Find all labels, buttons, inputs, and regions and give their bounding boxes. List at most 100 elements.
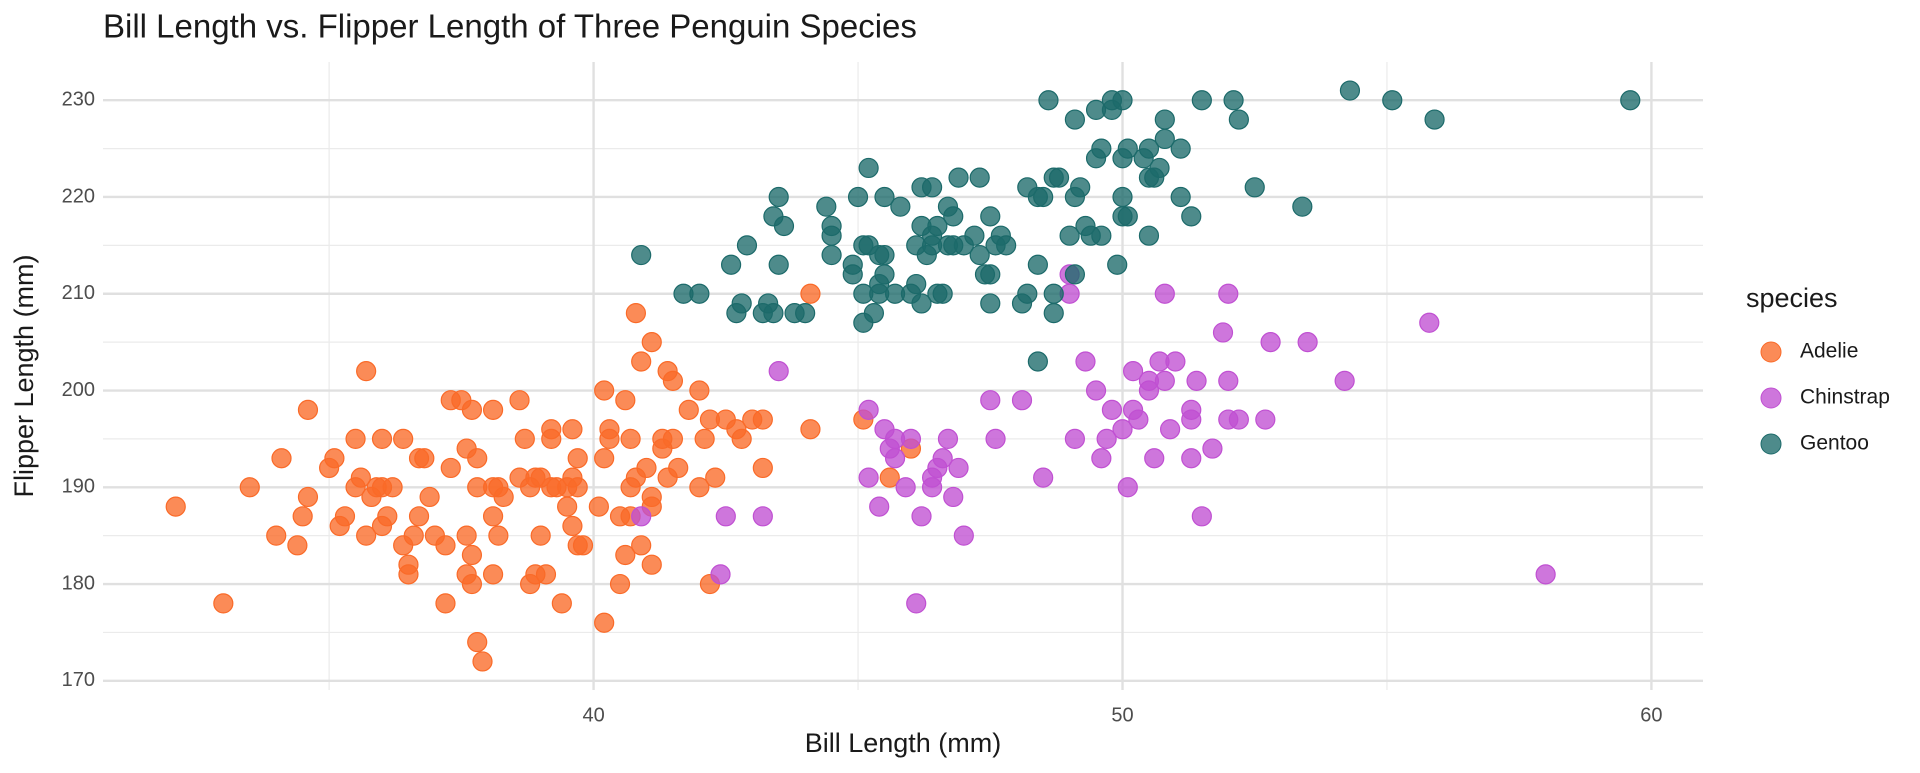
point (1223, 90, 1244, 111)
point (594, 612, 615, 633)
point (911, 506, 932, 527)
point (980, 206, 1001, 227)
y-tick-label: 210 (62, 282, 95, 304)
point (768, 361, 789, 382)
point (1101, 399, 1123, 420)
point (1334, 370, 1355, 391)
point (752, 457, 773, 479)
point (763, 303, 784, 324)
point (1064, 264, 1086, 285)
point (710, 564, 731, 585)
point (493, 486, 514, 508)
point (472, 651, 493, 672)
point (567, 477, 588, 498)
point (393, 428, 414, 449)
point (1091, 225, 1112, 246)
point (1181, 448, 1202, 469)
point (1535, 564, 1556, 585)
point (271, 448, 292, 469)
point (567, 448, 588, 469)
point (1218, 283, 1239, 304)
point (1138, 138, 1160, 159)
point (816, 196, 837, 217)
point (324, 448, 345, 469)
point (1122, 361, 1144, 382)
point (1064, 109, 1086, 130)
point (874, 264, 895, 285)
point (1038, 90, 1059, 111)
point (1091, 448, 1112, 469)
point (1027, 254, 1048, 275)
legend-label: Adelie (1800, 340, 1858, 363)
point (414, 448, 435, 469)
point (948, 457, 969, 479)
point (943, 486, 964, 508)
point (921, 477, 943, 498)
point (927, 215, 948, 237)
point (1202, 438, 1223, 459)
point (1011, 390, 1033, 411)
point (1112, 419, 1133, 440)
point (371, 428, 393, 449)
y-axis-title: Flipper Length (mm) (9, 254, 39, 497)
point (879, 467, 900, 488)
point (874, 244, 895, 266)
point (562, 515, 583, 537)
point (551, 593, 572, 614)
point (435, 535, 456, 556)
point (572, 535, 594, 556)
point (1424, 109, 1445, 130)
point (821, 244, 842, 266)
point (1043, 303, 1064, 324)
point (1419, 312, 1440, 333)
point (239, 477, 260, 498)
point (482, 506, 504, 527)
point (980, 293, 1001, 314)
point (906, 593, 927, 614)
point (594, 448, 615, 469)
point (736, 235, 758, 256)
y-tick-label: 180 (62, 572, 95, 594)
point (356, 361, 377, 382)
point (1112, 186, 1133, 208)
point (932, 283, 953, 304)
point (1144, 448, 1165, 469)
points (165, 80, 1641, 672)
x-axis-title: Bill Length (mm) (805, 728, 1002, 758)
point (1297, 332, 1318, 353)
point (1085, 380, 1107, 401)
legend-swatch (1760, 433, 1782, 455)
point (641, 554, 662, 575)
point (1191, 506, 1212, 527)
point (1212, 322, 1234, 343)
x-tick-label: 60 (1640, 704, 1662, 726)
point (1260, 332, 1281, 353)
point (594, 380, 615, 401)
point (631, 506, 652, 527)
point (292, 506, 313, 527)
x-tick-label: 50 (1111, 704, 1133, 726)
point (800, 419, 821, 440)
point (1186, 370, 1207, 391)
point (858, 399, 879, 420)
point (557, 496, 578, 517)
point (1228, 109, 1249, 130)
point (562, 419, 583, 440)
point (456, 525, 477, 546)
point (1043, 283, 1064, 304)
point (1191, 90, 1212, 111)
point (1181, 409, 1202, 430)
point (631, 244, 652, 266)
point (731, 293, 752, 314)
point (1033, 467, 1054, 488)
point (1154, 128, 1175, 150)
point (467, 448, 488, 469)
point (266, 525, 287, 546)
point (768, 186, 789, 208)
point (1027, 351, 1048, 372)
point (609, 573, 631, 595)
point (165, 496, 186, 517)
point (980, 264, 1001, 285)
point (408, 506, 430, 527)
